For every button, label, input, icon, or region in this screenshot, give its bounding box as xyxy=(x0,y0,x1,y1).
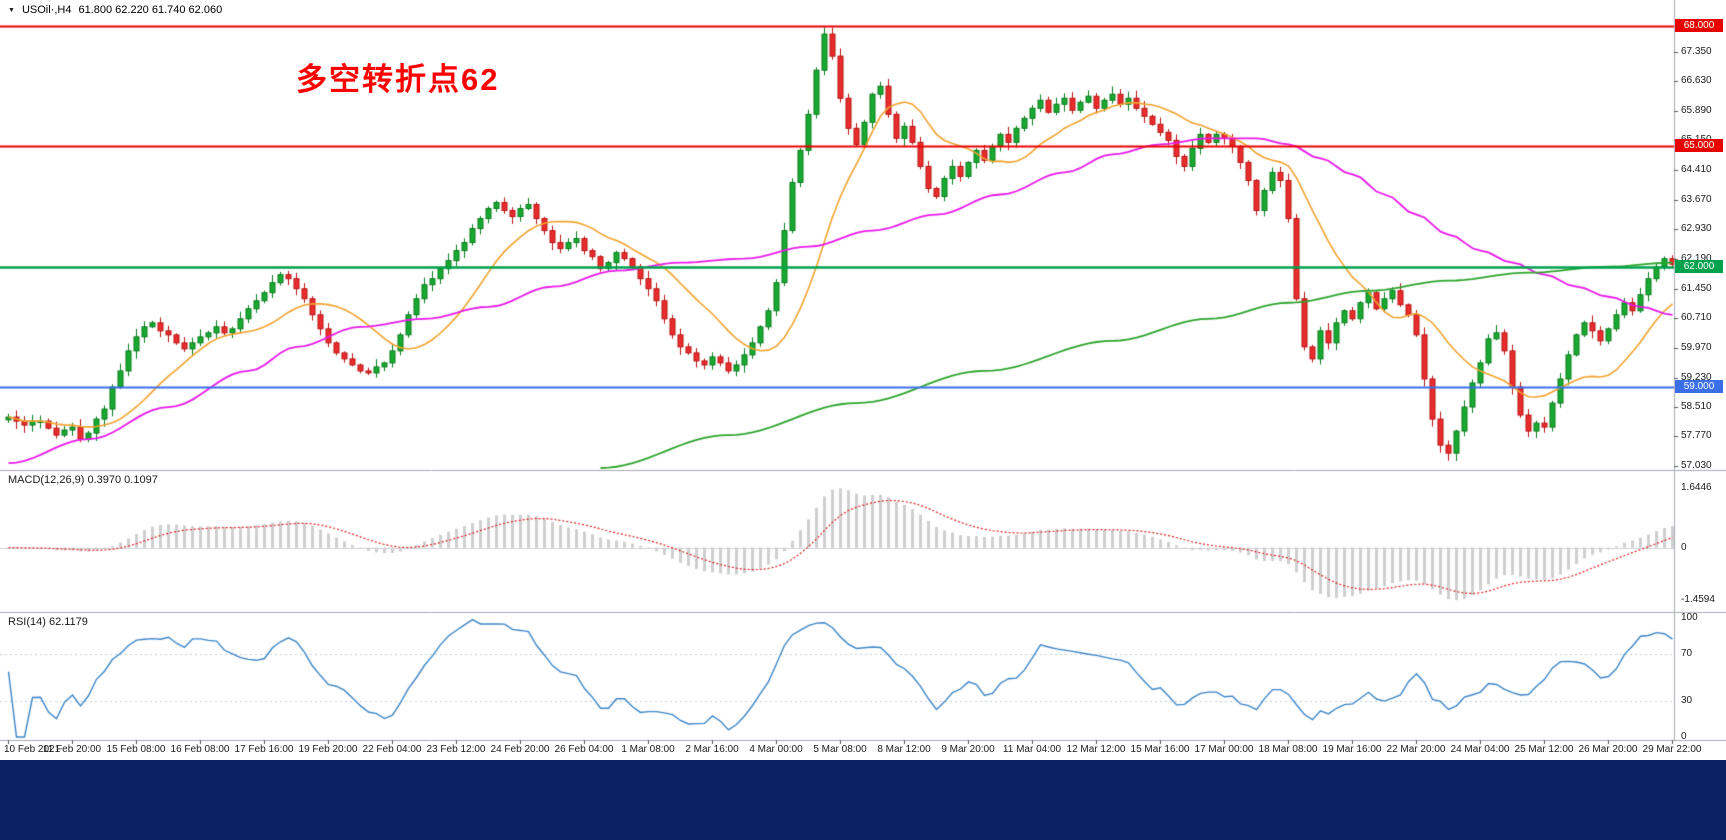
price-tick-label: 63.670 xyxy=(1681,193,1712,205)
price-level-badge: 62.000 xyxy=(1675,259,1723,273)
time-axis-label: 16 Feb 08:00 xyxy=(170,744,230,755)
macd-axis-label: -1.4594 xyxy=(1681,594,1715,606)
symbol-timeframe-label: USOil·,H4 xyxy=(21,4,72,16)
rsi-axis-label: 100 xyxy=(1681,612,1698,623)
price-tick-label: 62.190 xyxy=(1681,253,1712,265)
price-tick-label: 66.630 xyxy=(1681,74,1712,86)
time-axis-label: 11 Mar 04:00 xyxy=(1002,744,1062,755)
rsi-axis-label: 0 xyxy=(1681,731,1687,742)
price-tick-label: 65.890 xyxy=(1681,104,1712,116)
price-tick-label: 60.710 xyxy=(1681,312,1712,324)
symbol-info-bar: ▼ USOil·,H4 61.800 62.220 61.740 62.060 xyxy=(8,4,222,16)
price-tick-label: 58.510 xyxy=(1681,400,1712,412)
macd-axis-label: 1.6446 xyxy=(1681,482,1712,494)
price-level-badge: 59.000 xyxy=(1675,379,1723,393)
time-axis-label: 26 Mar 20:00 xyxy=(1578,744,1638,755)
price-tick-label: 57.030 xyxy=(1681,459,1712,471)
time-axis-label: 17 Mar 00:00 xyxy=(1194,744,1254,755)
time-axis-label: 1 Mar 08:00 xyxy=(621,744,675,755)
price-tick-label: 57.770 xyxy=(1681,430,1712,442)
time-axis-label: 15 Mar 16:00 xyxy=(1130,744,1190,755)
time-axis-label: 10 Feb 2021 xyxy=(4,744,61,755)
time-axis-label: 17 Feb 16:00 xyxy=(234,744,294,755)
time-axis-label: 25 Mar 12:00 xyxy=(1514,744,1574,755)
rsi-indicator-label: RSI(14) 62.1179 xyxy=(8,616,88,628)
price-level-badge: 65.000 xyxy=(1675,139,1723,153)
time-axis-label: 11 Feb 20:00 xyxy=(42,744,102,755)
time-axis-label: 24 Feb 20:00 xyxy=(490,744,550,755)
macd-axis-label: 0 xyxy=(1681,541,1687,553)
time-axis-label: 9 Mar 20:00 xyxy=(941,744,995,755)
time-axis-label: 8 Mar 12:00 xyxy=(877,744,931,755)
time-axis-label: 2 Mar 16:00 xyxy=(685,744,739,755)
price-level-badge: 68.000 xyxy=(1675,19,1723,33)
footer-bar xyxy=(0,760,1726,840)
price-tick-label: 64.410 xyxy=(1681,164,1712,176)
price-tick-label: 67.350 xyxy=(1681,46,1712,58)
price-tick-label: 62.930 xyxy=(1681,223,1712,235)
price-tick-label: 59.970 xyxy=(1681,342,1712,354)
time-axis-label: 15 Feb 08:00 xyxy=(106,744,166,755)
time-axis-label: 22 Mar 20:00 xyxy=(1386,744,1446,755)
time-axis-label: 22 Feb 04:00 xyxy=(362,744,422,755)
rsi-axis-label: 70 xyxy=(1681,647,1693,659)
time-axis-label: 26 Feb 04:00 xyxy=(554,744,614,755)
rsi-axis-label: 30 xyxy=(1681,695,1693,707)
time-axis-label: 24 Mar 04:00 xyxy=(1450,744,1510,755)
price-tick-label: 61.450 xyxy=(1681,282,1712,294)
time-axis-label: 4 Mar 00:00 xyxy=(749,744,803,755)
time-axis-label: 19 Mar 16:00 xyxy=(1322,744,1382,755)
time-axis-label: 19 Feb 20:00 xyxy=(298,744,358,755)
chart-annotation-text: 多空转折点62 xyxy=(296,62,500,97)
ohlc-readout: 61.800 62.220 61.740 62.060 xyxy=(78,4,223,16)
macd-indicator-label: MACD(12,26,9) 0.3970 0.1097 xyxy=(8,474,158,486)
time-axis-label: 5 Mar 08:00 xyxy=(813,744,867,755)
price-tick-label: 59.230 xyxy=(1681,371,1712,383)
time-axis-label: 29 Mar 22:00 xyxy=(1642,744,1702,755)
collapse-arrow-icon[interactable]: ▼ xyxy=(8,6,15,14)
time-axis-label: 23 Feb 12:00 xyxy=(426,744,486,755)
time-axis-label: 12 Mar 12:00 xyxy=(1066,744,1126,755)
time-axis-label: 18 Mar 08:00 xyxy=(1258,744,1318,755)
